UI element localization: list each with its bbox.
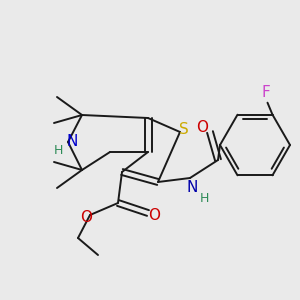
Text: O: O <box>80 209 92 224</box>
Text: H: H <box>53 143 63 157</box>
Text: H: H <box>199 191 209 205</box>
Text: N: N <box>66 134 78 149</box>
Text: O: O <box>148 208 160 223</box>
Text: O: O <box>196 119 208 134</box>
Text: N: N <box>186 181 198 196</box>
Text: S: S <box>179 122 189 137</box>
Text: F: F <box>261 85 270 100</box>
